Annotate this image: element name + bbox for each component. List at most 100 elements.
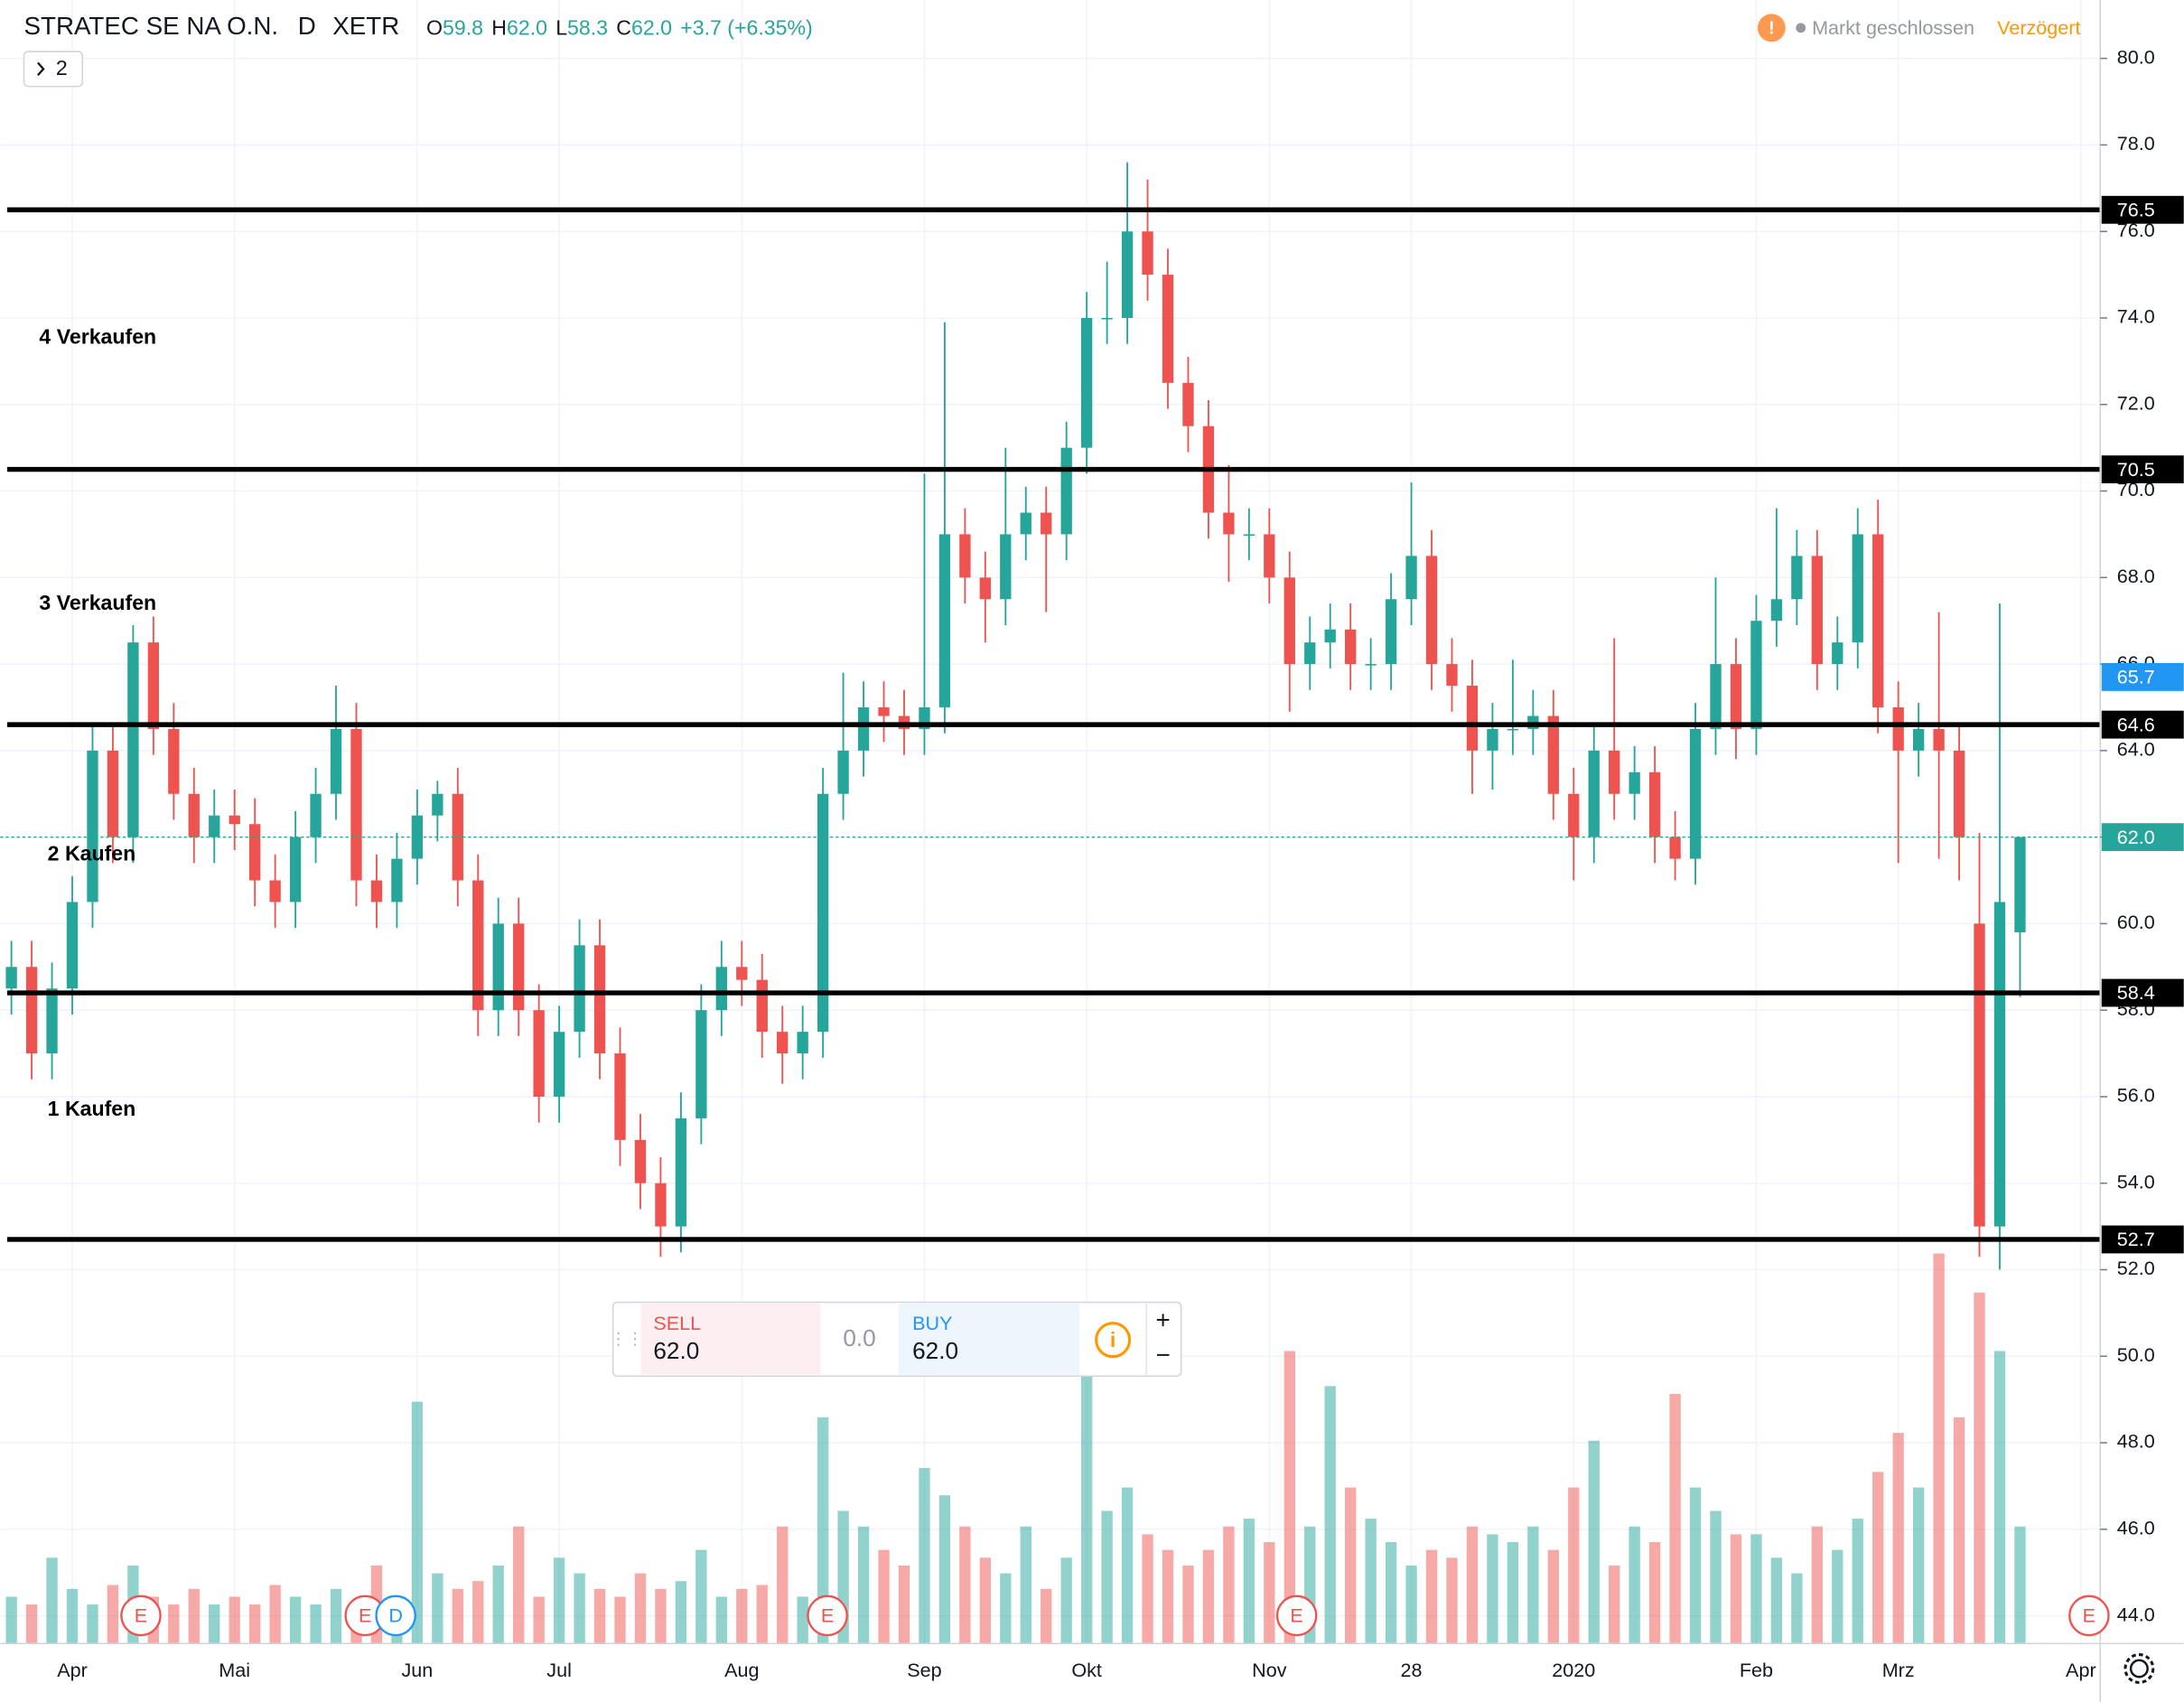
y-tick-label: 64.0	[2117, 738, 2155, 761]
event-marker[interactable]	[120, 1594, 162, 1637]
volume-bar	[979, 1557, 992, 1644]
level-label-bg	[2101, 978, 2184, 1007]
volume-bar	[817, 1417, 829, 1644]
event-label[interactable]: E	[135, 1604, 147, 1627]
buy-price[interactable]: 62.0	[912, 1337, 958, 1364]
volume-bar	[432, 1573, 443, 1644]
indicator-toggle[interactable]	[23, 51, 84, 88]
volume-bar	[513, 1526, 525, 1644]
dividend-marker[interactable]	[375, 1594, 416, 1637]
buy-button[interactable]	[898, 1304, 1080, 1375]
sell-label[interactable]: SELL	[653, 1312, 701, 1334]
candle-body	[938, 534, 951, 707]
interval: D	[298, 12, 316, 40]
settings-icon-teeth[interactable]	[2123, 1653, 2155, 1684]
event-marker[interactable]	[1275, 1594, 1318, 1637]
event-label[interactable]: E	[1290, 1604, 1302, 1627]
candle-body	[817, 793, 829, 1033]
drag-handle[interactable]: ⋮⋮	[611, 1329, 644, 1348]
volume-bar	[1974, 1292, 1985, 1644]
y-tick-label: 50.0	[2117, 1343, 2155, 1366]
x-tick-label: 28	[1401, 1659, 1423, 1681]
candle-body	[1710, 664, 1722, 729]
candle-body	[350, 728, 362, 881]
x-tick-label: Apr	[57, 1659, 88, 1681]
volume-bar	[1872, 1472, 1884, 1644]
ohlc-header: O59.8 H62.0 L58.3 C62.0 +3.7 (+6.35%)	[426, 15, 813, 39]
volume-bar	[736, 1588, 748, 1644]
volume-bar	[269, 1585, 281, 1644]
alert-icon[interactable]: !	[1769, 19, 1775, 39]
candle-body	[1730, 664, 1742, 729]
candle-body	[492, 923, 504, 1011]
volume-bar	[1385, 1542, 1397, 1644]
volume-bar	[675, 1581, 687, 1644]
volume-bar	[46, 1557, 58, 1644]
volume-bar	[1101, 1510, 1113, 1644]
volume-bar	[1568, 1487, 1580, 1644]
candle-body	[1974, 923, 1985, 1227]
event-label[interactable]: D	[388, 1604, 403, 1627]
volume-bar	[1324, 1386, 1336, 1644]
volume-bar	[1689, 1487, 1702, 1644]
volume-bar	[1852, 1519, 1863, 1644]
candle-body	[330, 728, 342, 794]
volume-bar	[1466, 1526, 1479, 1644]
candle-body	[1264, 534, 1275, 578]
info-icon[interactable]: i	[1110, 1328, 1115, 1351]
event-marker[interactable]	[807, 1594, 848, 1637]
volume-bar	[777, 1526, 789, 1644]
event-label[interactable]: E	[821, 1604, 834, 1627]
status-dot	[1796, 23, 1806, 33]
settings-icon[interactable]	[2129, 1659, 2149, 1679]
candle-body	[979, 577, 992, 600]
candle-body	[289, 837, 302, 902]
buy-label[interactable]: BUY	[912, 1312, 952, 1334]
candle-body	[1223, 512, 1235, 535]
candle-body	[229, 815, 240, 825]
volume-bar	[289, 1596, 302, 1644]
volume-bar	[472, 1581, 484, 1644]
candle-body	[127, 642, 139, 837]
indicator-count[interactable]: 2	[56, 56, 68, 79]
candle-body	[695, 1010, 707, 1118]
candle-body	[857, 706, 870, 751]
volume-bar	[1000, 1573, 1012, 1644]
event-marker[interactable]	[2068, 1594, 2110, 1637]
candle-body	[675, 1118, 687, 1227]
volume-bar	[1487, 1534, 1498, 1644]
level-label-bg	[2101, 455, 2184, 483]
volume-bar	[797, 1596, 808, 1644]
candle-body	[411, 815, 424, 859]
info-button[interactable]	[1095, 1322, 1132, 1359]
x-tick-label: Sep	[907, 1659, 941, 1681]
volume-bar	[1669, 1393, 1681, 1644]
event-label[interactable]: E	[2083, 1604, 2095, 1627]
candle-body	[756, 979, 768, 1033]
candle-body	[1243, 534, 1255, 536]
candle-body	[1041, 512, 1052, 535]
sell-button[interactable]	[640, 1304, 821, 1375]
sell-price[interactable]: 62.0	[653, 1337, 699, 1364]
candle-body	[1689, 728, 1702, 859]
volume-bar	[1811, 1526, 1823, 1644]
volume-bar	[1832, 1549, 1843, 1644]
x-tick-label: Feb	[1740, 1659, 1773, 1681]
y-tick-label: 44.0	[2117, 1603, 2155, 1625]
volume-bar	[5, 1596, 17, 1644]
alert-icon-bg[interactable]	[1757, 14, 1786, 42]
settings-button[interactable]	[2123, 1653, 2155, 1684]
delay-status[interactable]: Verzögert	[1997, 16, 2080, 39]
candle-body	[655, 1183, 667, 1227]
event-label[interactable]: E	[359, 1604, 371, 1627]
minus-button[interactable]: −	[1156, 1341, 1171, 1369]
volume-bar	[330, 1588, 342, 1644]
candle-body	[1101, 317, 1113, 320]
candle-body	[797, 1032, 808, 1054]
plus-button[interactable]: +	[1156, 1305, 1171, 1333]
x-tick-label: Jun	[401, 1659, 433, 1681]
volume-bar	[1953, 1417, 1965, 1644]
candle-body	[1385, 599, 1397, 665]
candle-body	[1446, 664, 1458, 687]
volume-bar	[1547, 1549, 1559, 1644]
